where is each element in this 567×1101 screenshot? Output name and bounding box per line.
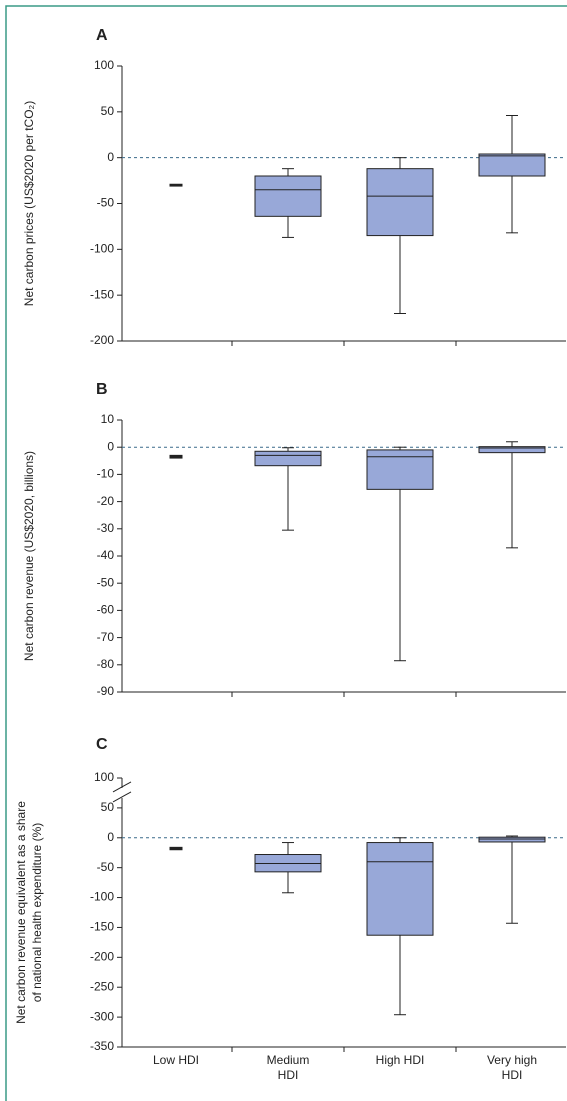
y-tick-label: -80	[97, 657, 115, 671]
y-tick-label: -90	[97, 684, 115, 698]
panel-label: C	[96, 736, 108, 753]
frame	[5, 5, 567, 1101]
y-axis-label: Net carbon prices (US$2020 per tCO₂)	[22, 101, 36, 306]
box	[254, 175, 322, 217]
y-tick-label: 0	[107, 150, 114, 164]
y-tick-label: -50	[97, 575, 115, 589]
axis-break	[112, 781, 132, 793]
axis-break	[112, 791, 132, 803]
box	[478, 836, 546, 843]
box	[478, 153, 546, 177]
x-tick-label: Medium HDI	[267, 1053, 310, 1082]
y-tick-label: -150	[90, 920, 114, 934]
y-tick-label: -250	[90, 979, 114, 993]
panel-label: A	[96, 27, 108, 44]
y-tick-label: 10	[101, 412, 115, 426]
y-tick-label: -350	[90, 1039, 114, 1053]
y-tick-label: -200	[90, 950, 114, 964]
y-tick-label: -10	[97, 467, 115, 481]
y-tick-label: 100	[94, 58, 114, 72]
y-tick-label: 100	[94, 770, 114, 784]
y-tick-label: 0	[107, 439, 114, 453]
x-tick-label: Very high HDI	[487, 1053, 537, 1082]
x-tick-label: High HDI	[376, 1053, 425, 1067]
y-tick-label: -200	[90, 333, 114, 347]
y-axis-label: Net carbon revenue (US$2020, billions)	[22, 451, 36, 661]
y-tick-label: -300	[90, 1009, 114, 1023]
box	[366, 842, 434, 936]
y-tick-label: -20	[97, 494, 115, 508]
y-tick-label: -50	[97, 860, 115, 874]
y-tick-label: -150	[90, 287, 114, 301]
axis-break-gap	[119, 787, 125, 798]
y-tick-label: -50	[97, 196, 115, 210]
y-tick-label: 50	[101, 104, 115, 118]
y-axis-label: of national health expenditure (%)	[30, 823, 44, 1002]
box	[254, 450, 322, 467]
y-axis-label: Net carbon revenue equivalent as a share	[14, 801, 28, 1024]
box	[478, 446, 546, 454]
y-tick-label: -40	[97, 548, 115, 562]
panel-label: B	[96, 381, 108, 398]
y-tick-label: -60	[97, 603, 115, 617]
y-tick-label: -100	[90, 890, 114, 904]
box	[366, 449, 434, 490]
y-tick-label: 50	[101, 800, 115, 814]
y-tick-label: 0	[107, 830, 114, 844]
box	[366, 168, 434, 237]
y-tick-label: -70	[97, 630, 115, 644]
y-tick-label: -30	[97, 521, 115, 535]
x-tick-label: Low HDI	[153, 1053, 199, 1067]
y-tick-label: -100	[90, 242, 114, 256]
